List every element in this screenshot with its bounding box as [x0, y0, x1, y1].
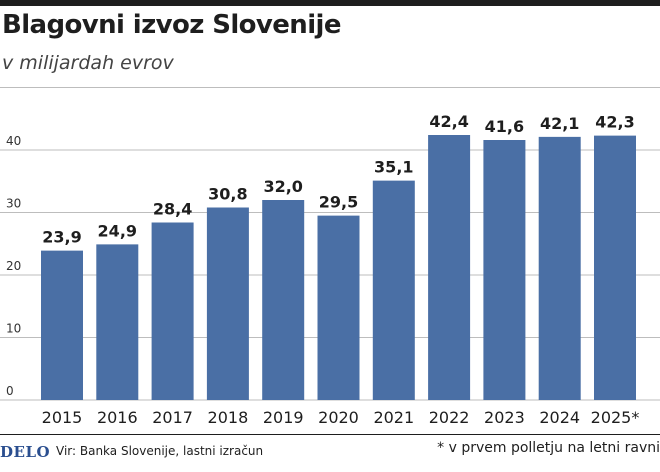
- x-tick-label-2018: 2018: [208, 408, 249, 427]
- value-label-2015: 23,9: [42, 228, 81, 247]
- bar-2017: [151, 222, 194, 400]
- bar-2025*: [594, 135, 636, 400]
- source-note: Vir: Banka Slovenije, lastni izračun: [56, 444, 264, 458]
- value-label-2021: 35,1: [374, 158, 413, 177]
- chart-title: Blagovni izvoz Slovenije: [2, 10, 341, 40]
- bar-2020: [317, 215, 360, 400]
- bar-2018: [206, 207, 249, 400]
- bar-2021: [372, 180, 415, 400]
- value-label-2018: 30,8: [208, 185, 247, 204]
- value-label-2022: 42,4: [429, 112, 468, 131]
- label-layer: 0 10 20 30 40 23,9 2015 24,9 2016 28,4 2017 30,8 201…: [6, 112, 639, 427]
- bar-2022: [428, 135, 471, 400]
- value-label-2024: 42,1: [540, 114, 579, 133]
- bar-chart: 0 10 20 30 40 23,9 2015 24,9 2016 28,4 2017 30,8 201…: [0, 87, 660, 427]
- x-tick-label-2023: 2023: [484, 408, 525, 427]
- delo-logo: DELO: [0, 443, 51, 461]
- y-tick-label: 20: [6, 259, 21, 273]
- x-tick-label-2017: 2017: [152, 408, 193, 427]
- value-label-2020: 29,5: [319, 193, 358, 212]
- bar-2019: [262, 200, 305, 400]
- bar-2016: [96, 244, 139, 400]
- x-tick-label-2021: 2021: [373, 408, 414, 427]
- x-tick-label-2022: 2022: [429, 408, 470, 427]
- x-tick-label-2016: 2016: [97, 408, 138, 427]
- top-rule: [0, 0, 660, 6]
- footnote: * v prvem polletju na letni ravni: [437, 440, 660, 456]
- value-label-2019: 32,0: [263, 177, 302, 196]
- y-tick-label: 30: [6, 197, 21, 211]
- y-tick-label: 10: [6, 322, 21, 336]
- y-tick-label: 0: [6, 384, 14, 398]
- value-label-2025*: 42,3: [595, 113, 634, 132]
- bar-2015: [41, 250, 83, 400]
- x-tick-label-2019: 2019: [263, 408, 304, 427]
- x-tick-label-2015: 2015: [42, 408, 83, 427]
- bar-layer: [41, 135, 636, 400]
- y-tick-label: 40: [6, 134, 21, 148]
- bar-2023: [483, 140, 526, 400]
- x-tick-label-2024: 2024: [539, 408, 580, 427]
- x-tick-label-2025*: 2025*: [591, 408, 640, 427]
- bar-2024: [538, 136, 581, 400]
- value-label-2023: 41,6: [485, 117, 524, 136]
- value-label-2017: 28,4: [153, 200, 192, 219]
- value-label-2016: 24,9: [98, 221, 137, 240]
- bottom-rule: [0, 434, 660, 435]
- x-tick-label-2020: 2020: [318, 408, 359, 427]
- chart-subtitle: v milijardah evrov: [2, 52, 174, 74]
